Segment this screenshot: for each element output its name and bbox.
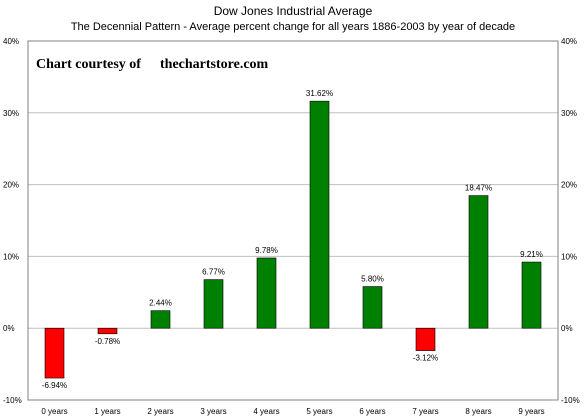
y-tick-label-left: -10% — [3, 396, 22, 405]
y-tick-label-left: 30% — [3, 109, 19, 118]
bar-1 — [97, 327, 118, 335]
bar-9 — [521, 261, 542, 329]
y-tick-label-right: 30% — [561, 109, 577, 118]
data-label-4: 9.78% — [255, 246, 278, 255]
category-label-5: 5 years — [306, 407, 332, 416]
category-label-0: 0 years — [41, 407, 67, 416]
bar-3 — [203, 279, 224, 329]
bar-8 — [468, 195, 489, 329]
bar-6 — [362, 286, 383, 329]
bar-0 — [44, 327, 65, 379]
category-label-6: 6 years — [359, 407, 385, 416]
y-tick-label-right: -10% — [561, 396, 580, 405]
courtesy-site: thechartstore.com — [160, 57, 269, 72]
chart-title: Dow Jones Industrial Average — [214, 4, 373, 18]
courtesy-label: Chart courtesy of — [36, 57, 141, 72]
plot-area-border — [27, 40, 559, 401]
y-tick-label-left: 20% — [3, 181, 19, 190]
bar-7 — [415, 327, 436, 351]
category-label-7: 7 years — [412, 407, 438, 416]
bar-5 — [309, 100, 330, 329]
y-tick-label-right: 10% — [561, 252, 577, 261]
data-label-0: -6.94% — [42, 381, 67, 390]
category-label-8: 8 years — [465, 407, 491, 416]
data-label-7: -3.12% — [413, 354, 438, 363]
y-tick-label-left: 0% — [3, 324, 15, 333]
y-tick-label-right: 40% — [561, 37, 577, 46]
data-label-8: 18.47% — [465, 184, 492, 193]
data-label-6: 5.80% — [361, 275, 384, 284]
data-label-9: 9.21% — [520, 250, 543, 259]
category-label-9: 9 years — [518, 407, 544, 416]
data-label-1: -0.78% — [95, 337, 120, 346]
category-label-1: 1 years — [94, 407, 120, 416]
bar-4 — [256, 257, 277, 329]
data-label-5: 31.62% — [306, 89, 333, 98]
bar-2 — [150, 310, 171, 329]
category-label-3: 3 years — [200, 407, 226, 416]
y-tick-label-right: 0% — [561, 324, 573, 333]
data-labels: -6.94% -0.78% 2.44% 6.77% 9.78% 31.62% 5.80% -3… — [42, 89, 543, 390]
y-tick-label-left: 10% — [3, 252, 19, 261]
category-label-2: 2 years — [147, 407, 173, 416]
y-axis-ticks: -10% -10% 0% 0% 10% 10% 20% 20% 30% 30% 40% 40% — [3, 37, 580, 405]
data-label-2: 2.44% — [149, 299, 172, 308]
x-axis-categories: 0 years 1 years 2 years 3 years 4 years 5 yea… — [41, 407, 544, 416]
y-tick-label-right: 20% — [561, 181, 577, 190]
bars — [44, 100, 542, 379]
data-label-3: 6.77% — [202, 268, 225, 277]
y-tick-label-left: 40% — [3, 37, 19, 46]
chart-subtitle: The Decennial Pattern - Average percent … — [71, 21, 515, 33]
category-label-4: 4 years — [253, 407, 279, 416]
